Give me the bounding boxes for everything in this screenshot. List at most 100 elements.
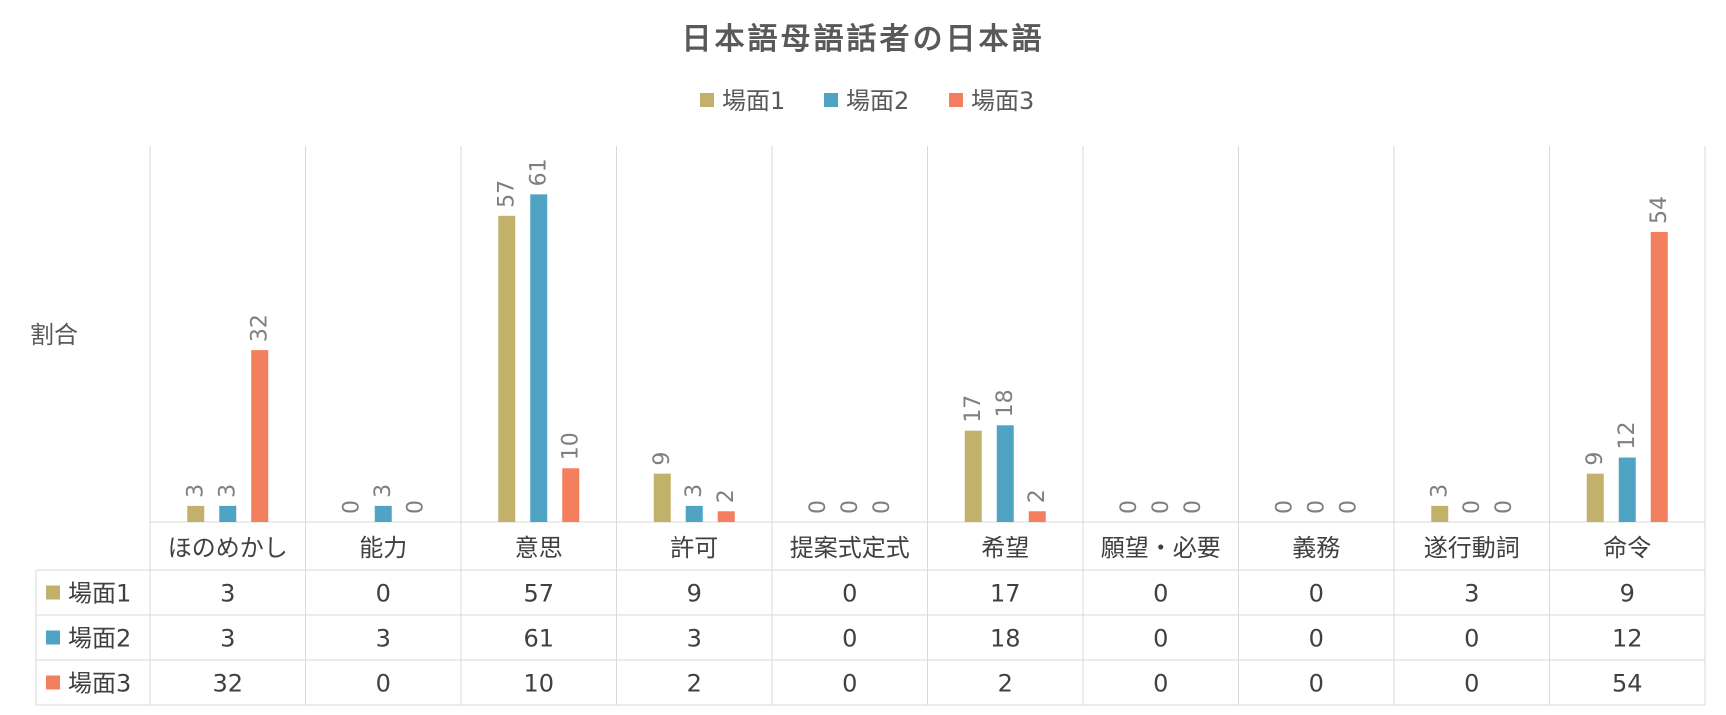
data-label: 0 — [339, 500, 364, 514]
category-label: 遂行動詞 — [1424, 534, 1520, 562]
data-label: 17 — [961, 395, 986, 423]
data-label: 12 — [1615, 422, 1640, 450]
table-legend-key — [46, 675, 60, 690]
table-cell: 0 — [1153, 580, 1168, 608]
table-cell: 0 — [1153, 670, 1168, 698]
table-cell: 0 — [376, 580, 391, 608]
data-label: 0 — [806, 500, 831, 514]
data-label: 0 — [1460, 500, 1485, 514]
category-label: 許可 — [670, 534, 718, 562]
category-label: 提案式定式 — [790, 534, 910, 562]
data-label: 0 — [1336, 500, 1361, 514]
data-label: 3 — [184, 484, 209, 498]
data-label: 0 — [838, 500, 863, 514]
table-cell: 0 — [1153, 625, 1168, 653]
data-label: 0 — [1492, 500, 1517, 514]
table-cell: 0 — [1309, 625, 1324, 653]
table-cell: 0 — [1309, 670, 1324, 698]
y-axis-label: 割合 — [30, 321, 78, 349]
grid — [35, 146, 1706, 706]
data-label: 3 — [1428, 484, 1453, 498]
legend-swatch — [700, 93, 714, 107]
data-label: 0 — [870, 500, 895, 514]
data-label: 18 — [993, 389, 1018, 417]
data-label: 32 — [248, 314, 273, 342]
data-label: 54 — [1647, 196, 1672, 224]
data-label: 0 — [1272, 500, 1297, 514]
legend-label: 場面3 — [971, 87, 1034, 115]
legend-swatch — [824, 93, 838, 107]
data-label: 2 — [1025, 489, 1050, 503]
bar — [996, 425, 1014, 522]
legend-swatch — [949, 93, 963, 107]
table-cell: 0 — [376, 670, 391, 698]
data-label: 0 — [403, 500, 428, 514]
category-label: 能力 — [359, 534, 407, 562]
table-cell: 3 — [687, 625, 702, 653]
category-label: 意思 — [515, 534, 563, 562]
bar — [717, 511, 735, 522]
table-cell: 0 — [842, 625, 857, 653]
data-label: 9 — [650, 452, 675, 466]
table-legend-key — [46, 585, 60, 600]
table-cell: 3 — [220, 580, 235, 608]
data-label: 57 — [495, 180, 520, 208]
bar — [187, 505, 205, 522]
bar — [562, 468, 580, 522]
bar — [653, 473, 671, 522]
bar — [219, 505, 237, 522]
table-cell: 9 — [1620, 580, 1635, 608]
table-cell: 54 — [1612, 670, 1643, 698]
category-label: ほのめかし — [168, 534, 288, 562]
table-cell: 12 — [1612, 625, 1643, 653]
data-label: 0 — [1181, 500, 1206, 514]
table-row-label: 場面2 — [68, 625, 131, 653]
bars — [187, 194, 1668, 523]
bar — [964, 430, 982, 522]
table-cell: 0 — [842, 670, 857, 698]
data-table: 場面1 3 0 57 9 0 17 0 0 3 9 場面2 3 3 61 3 0 18 0 0 0 12 場面3 32 0 10 2… — [46, 580, 1643, 698]
legend: 場面1 場面2 場面3 — [700, 87, 1034, 115]
chart-title: 日本語母語話者の日本語 — [682, 22, 1045, 57]
table-cell: 0 — [842, 580, 857, 608]
data-label: 2 — [714, 489, 739, 503]
table-cell: 18 — [990, 625, 1021, 653]
table-cell: 0 — [1464, 625, 1479, 653]
data-label: 0 — [1117, 500, 1142, 514]
category-label: 希望 — [981, 534, 1029, 562]
table-cell: 10 — [523, 670, 554, 698]
data-label: 0 — [1304, 500, 1329, 514]
category-labels: ほのめかし 能力 意思 許可 提案式定式 希望 願望・必要 義務 遂行動詞 命令 — [168, 534, 1652, 562]
bar — [251, 350, 269, 522]
bar — [498, 215, 516, 523]
data-label: 61 — [527, 158, 552, 186]
bar — [1650, 231, 1668, 522]
data-label: 9 — [1583, 452, 1608, 466]
table-cell: 61 — [523, 625, 554, 653]
table-cell: 17 — [990, 580, 1021, 608]
legend-label: 場面1 — [722, 87, 785, 115]
legend-label: 場面2 — [846, 87, 909, 115]
table-cell: 57 — [523, 580, 554, 608]
data-label: 10 — [559, 432, 584, 460]
table-cell: 9 — [687, 580, 702, 608]
bar — [685, 505, 703, 522]
data-label: 3 — [682, 484, 707, 498]
data-label: 3 — [216, 484, 241, 498]
table-cell: 3 — [1464, 580, 1479, 608]
bar — [1028, 511, 1046, 522]
data-label: 3 — [371, 484, 396, 498]
bar — [374, 505, 392, 522]
category-label: 命令 — [1603, 534, 1651, 562]
bar — [1431, 505, 1449, 522]
table-cell: 3 — [220, 625, 235, 653]
table-cell: 3 — [376, 625, 391, 653]
category-label: 義務 — [1292, 534, 1340, 562]
table-cell: 32 — [212, 670, 243, 698]
table-cell: 2 — [687, 670, 702, 698]
table-cell: 2 — [998, 670, 1013, 698]
table-row-label: 場面3 — [68, 670, 131, 698]
bar — [1618, 457, 1636, 522]
